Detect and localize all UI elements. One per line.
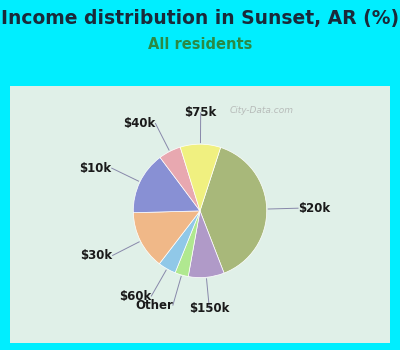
Wedge shape [133, 158, 200, 213]
Wedge shape [133, 211, 200, 264]
Text: City-Data.com: City-Data.com [229, 106, 293, 115]
Text: Income distribution in Sunset, AR (%): Income distribution in Sunset, AR (%) [1, 9, 399, 28]
Text: $75k: $75k [184, 106, 217, 119]
Text: $150k: $150k [189, 302, 230, 315]
Text: Other: Other [135, 299, 173, 312]
Text: All residents: All residents [148, 37, 252, 52]
Wedge shape [175, 211, 200, 276]
Text: $30k: $30k [80, 249, 113, 262]
Text: $60k: $60k [119, 289, 151, 302]
Text: $10k: $10k [80, 162, 112, 175]
Text: $20k: $20k [298, 202, 330, 215]
Text: $40k: $40k [123, 117, 156, 130]
Wedge shape [160, 147, 200, 211]
Wedge shape [180, 144, 221, 211]
Wedge shape [159, 211, 200, 273]
Wedge shape [200, 147, 267, 273]
Wedge shape [188, 211, 224, 278]
